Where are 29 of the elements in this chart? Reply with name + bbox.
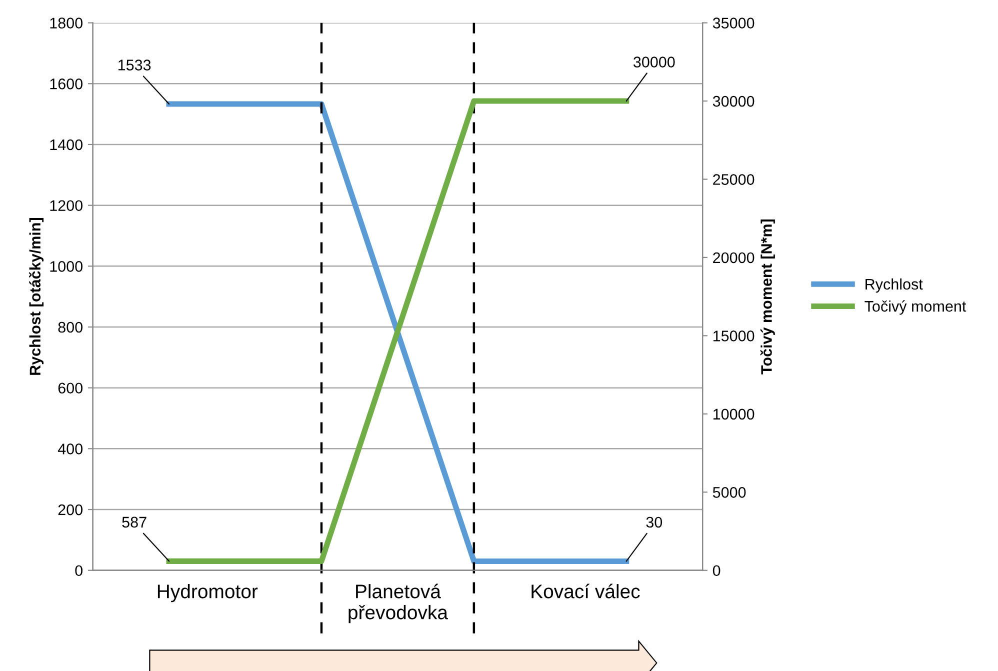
y-tick-label: 1800 <box>50 18 82 28</box>
y2-tick-label: 30000 <box>712 96 754 107</box>
legend-label: Rychlost <box>866 278 923 293</box>
y2-tick-label: 0 <box>712 565 720 576</box>
y-tick-label: 800 <box>58 322 82 333</box>
y-tick-label: 0 <box>75 565 82 576</box>
y-tick-label: 1200 <box>50 200 82 212</box>
text: Kovací válec <box>532 584 640 598</box>
y-tick-label: 1600 <box>50 78 82 90</box>
y-tick-label: 400 <box>58 444 82 454</box>
y-tick-label: 200 <box>58 504 82 516</box>
legend-label: Točivý moment <box>864 300 966 315</box>
text: Planetová převodovka <box>348 584 448 624</box>
y2-tick-label: 20000 <box>713 252 754 264</box>
y-tick-label: 1400 <box>50 139 82 150</box>
y-tick-label: 1000 <box>50 261 82 272</box>
data-label: 30 <box>646 516 662 528</box>
y2-tick-label: 10000 <box>713 408 754 420</box>
data-label: 30000 <box>633 56 675 68</box>
data-label: 587 <box>122 516 146 528</box>
y2-tick-label: 35000 <box>712 18 754 28</box>
data-label: 1533 <box>118 60 151 70</box>
y-axis-title: Rychlost [otáčky/min] <box>28 218 44 375</box>
y2-axis-title: Točivý moment [N*m] <box>760 219 775 374</box>
y-tick-label: 600 <box>58 382 82 394</box>
y2-tick-label: 5000 <box>712 487 746 498</box>
text: Hydromotor <box>158 584 258 602</box>
y2-tick-label: 25000 <box>713 174 754 185</box>
y2-tick-label: 15000 <box>713 330 754 342</box>
